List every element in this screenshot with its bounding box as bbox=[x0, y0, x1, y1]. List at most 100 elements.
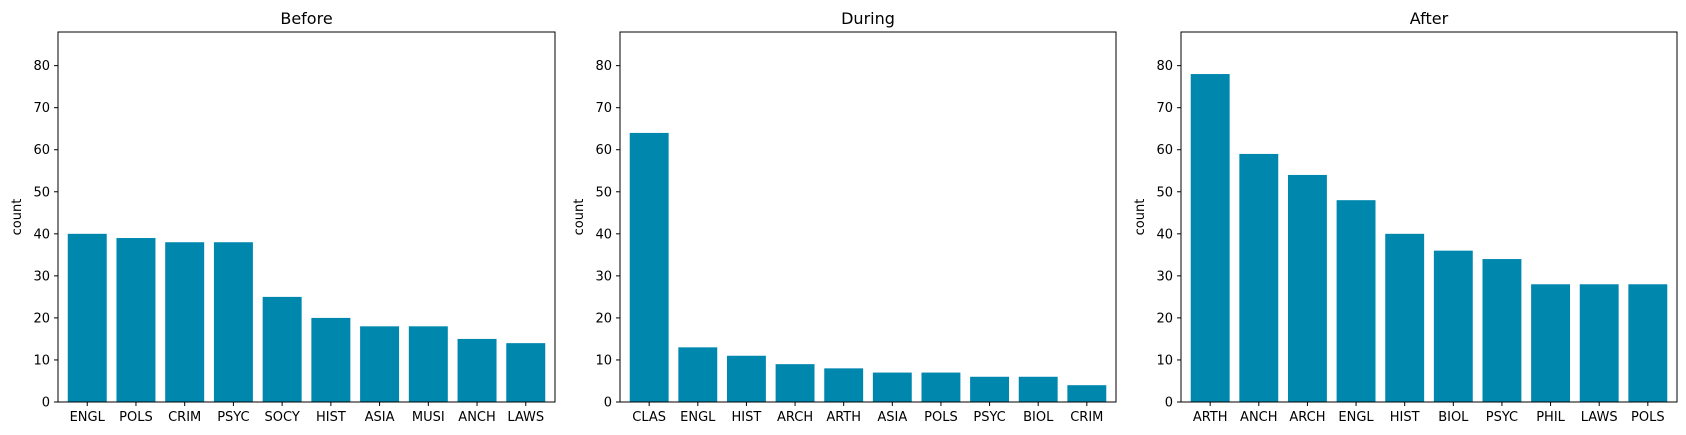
y-tick-label: 80 bbox=[595, 59, 612, 74]
y-tick-label: 60 bbox=[33, 143, 50, 158]
y-tick-label: 10 bbox=[33, 353, 50, 368]
chart-panel-during: 0 10 20 30 40 50 60 70 80 CLAS ENGL HIST ARCH ARTH ASI… bbox=[572, 9, 1117, 425]
bar-hist bbox=[1385, 233, 1425, 402]
bar-anch bbox=[457, 338, 497, 402]
bar-asia bbox=[360, 326, 400, 402]
bar-arth bbox=[1190, 74, 1230, 403]
bar-psyc bbox=[1482, 259, 1522, 402]
y-tick-label: 80 bbox=[33, 59, 50, 74]
x-tick-label: POLS bbox=[1631, 410, 1665, 425]
y-tick-label: 50 bbox=[595, 185, 612, 200]
bar-engl bbox=[1336, 200, 1376, 402]
x-tick-label: ARTH bbox=[1193, 410, 1228, 425]
bar-socy bbox=[262, 296, 302, 402]
x-tick-label: ARCH bbox=[777, 410, 813, 425]
x-tick-label: CRIM bbox=[168, 410, 201, 425]
y-axis-label: count bbox=[10, 199, 25, 236]
bar-hist bbox=[311, 317, 351, 402]
x-tick-label: BIOL bbox=[1438, 410, 1469, 425]
y-tick-label: 70 bbox=[1156, 101, 1173, 116]
x-tick-label: LAWS bbox=[507, 410, 544, 425]
x-tick-label: ANCH bbox=[458, 410, 495, 425]
x-tick-label: MUSI bbox=[412, 410, 445, 425]
chart-panel-before: 0 10 20 30 40 50 60 70 80 ENGL POLS CRIM PSYC SOCY HIS… bbox=[10, 9, 556, 425]
x-tick-label: BIOL bbox=[1023, 410, 1054, 425]
x-tick-label: PHIL bbox=[1536, 410, 1565, 425]
y-axis-label: count bbox=[572, 199, 587, 236]
y-tick-label: 40 bbox=[33, 227, 50, 242]
y-tick-label: 0 bbox=[604, 396, 612, 411]
x-tick-label: PSYC bbox=[973, 410, 1005, 425]
bar-engl bbox=[678, 347, 718, 402]
y-tick-label: 0 bbox=[42, 396, 50, 411]
x-tick-label: SOCY bbox=[264, 410, 299, 425]
x-tick-label: ANCH bbox=[1240, 410, 1277, 425]
x-tick-label: ENGL bbox=[70, 410, 106, 425]
bar-psyc bbox=[970, 376, 1010, 402]
bar-crim bbox=[165, 242, 205, 402]
x-tick-label: ARTH bbox=[826, 410, 861, 425]
bar-phil bbox=[1531, 284, 1571, 402]
chart-title: Before bbox=[280, 9, 332, 28]
x-tick-label: ASIA bbox=[877, 410, 907, 425]
axes-frame bbox=[57, 31, 556, 403]
x-tick-label: POLS bbox=[924, 410, 958, 425]
bar-arch bbox=[1287, 174, 1327, 402]
bar-pols bbox=[116, 238, 156, 402]
x-tick-label: POLS bbox=[119, 410, 153, 425]
x-tick-label: ENGL bbox=[680, 410, 716, 425]
bar-asia bbox=[872, 372, 912, 402]
bar-hist bbox=[726, 355, 766, 402]
y-tick-label: 60 bbox=[595, 143, 612, 158]
chart-panel-after: 0 10 20 30 40 50 60 70 80 ARTH ANCH ARCH ENGL HIST BIO… bbox=[1133, 9, 1678, 425]
y-tick-label: 0 bbox=[1165, 396, 1173, 411]
bar-biol bbox=[1018, 376, 1058, 402]
axes-frame bbox=[619, 31, 1117, 403]
bar-arch bbox=[775, 364, 815, 402]
bar-arth bbox=[824, 368, 864, 402]
x-tick-label: CLAS bbox=[632, 410, 666, 425]
y-tick-label: 30 bbox=[1156, 269, 1173, 284]
x-tick-label: HIST bbox=[732, 410, 762, 425]
axes-frame bbox=[1180, 31, 1678, 403]
y-tick-label: 40 bbox=[595, 227, 612, 242]
y-tick-label: 10 bbox=[1156, 353, 1173, 368]
x-tick-label: CRIM bbox=[1070, 410, 1103, 425]
x-tick-label: ENGL bbox=[1338, 410, 1374, 425]
bar-clas bbox=[629, 132, 669, 402]
y-tick-label: 20 bbox=[33, 311, 50, 326]
x-tick-label: HIST bbox=[316, 410, 346, 425]
x-tick-label: LAWS bbox=[1581, 410, 1618, 425]
bar-engl bbox=[67, 233, 107, 402]
y-tick-label: 10 bbox=[595, 353, 612, 368]
y-tick-label: 20 bbox=[1156, 311, 1173, 326]
chart-title: During bbox=[841, 9, 895, 28]
bar-crim bbox=[1067, 385, 1107, 402]
bar-biol bbox=[1433, 250, 1473, 402]
x-tick-label: ASIA bbox=[365, 410, 395, 425]
y-tick-label: 70 bbox=[595, 101, 612, 116]
bar-laws bbox=[506, 343, 546, 402]
y-tick-label: 70 bbox=[33, 101, 50, 116]
bar-psyc bbox=[213, 242, 253, 402]
bar-pols bbox=[921, 372, 961, 402]
y-tick-label: 50 bbox=[33, 185, 50, 200]
y-axis-label: count bbox=[1133, 199, 1148, 236]
bar-musi bbox=[408, 326, 448, 402]
y-tick-label: 40 bbox=[1156, 227, 1173, 242]
y-tick-label: 80 bbox=[1156, 59, 1173, 74]
x-tick-label: PSYC bbox=[1486, 410, 1518, 425]
y-tick-label: 20 bbox=[595, 311, 612, 326]
y-tick-label: 30 bbox=[595, 269, 612, 284]
chart-title: After bbox=[1410, 9, 1449, 28]
bar-pols bbox=[1628, 284, 1668, 402]
bar-anch bbox=[1239, 153, 1279, 402]
x-tick-label: PSYC bbox=[217, 410, 249, 425]
x-tick-label: HIST bbox=[1390, 410, 1420, 425]
y-tick-label: 60 bbox=[1156, 143, 1173, 158]
bar-laws bbox=[1579, 284, 1619, 402]
y-tick-label: 30 bbox=[33, 269, 50, 284]
x-tick-label: ARCH bbox=[1289, 410, 1325, 425]
y-tick-label: 50 bbox=[1156, 185, 1173, 200]
